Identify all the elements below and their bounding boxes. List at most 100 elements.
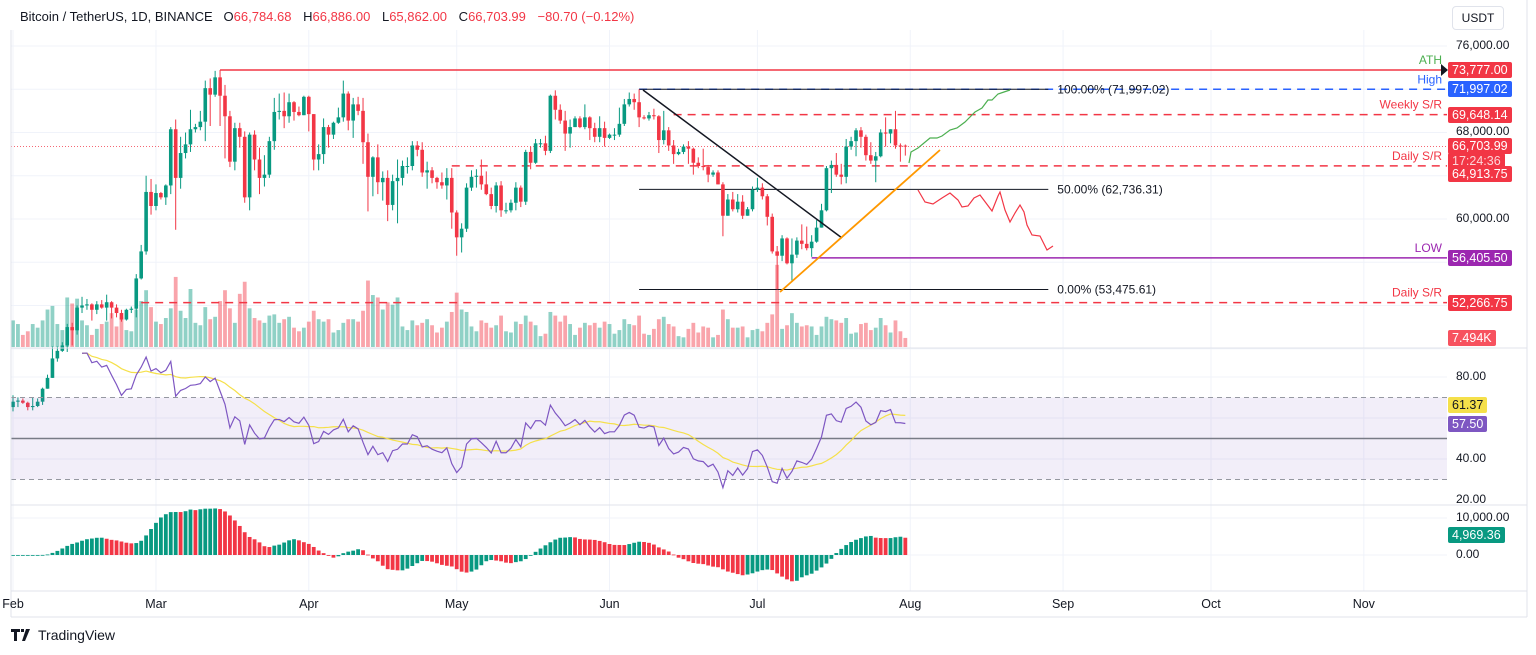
candle-body [55,350,60,359]
volume-bar [252,318,257,347]
volume-bar [89,334,94,347]
candle [888,129,893,144]
volume-bar [799,326,804,347]
symbol-title[interactable]: Bitcoin / TetherUS, 1D, BINANCE [20,9,213,24]
volume-bar [873,327,878,347]
tradingview-logo[interactable]: TradingView [11,627,115,643]
candle-body [425,170,429,173]
rsi-tick: 20.00 [1456,492,1487,506]
candle [30,397,35,411]
candlesticks [11,70,908,412]
ascending-trendline[interactable] [779,149,941,293]
volume-bar [16,324,20,347]
volume-bar [193,322,198,347]
candle-body [40,388,45,402]
candle-body [543,143,548,151]
descending-trendline[interactable] [642,89,843,239]
volume-bar [65,297,70,347]
candle-body [154,193,158,206]
candle-body [400,166,405,178]
oscillator-bar [844,545,849,555]
fib-retracement[interactable]: 100.00% (71,997.02) 50.00% (62,736.31) 0.0… [639,82,1169,297]
volume-bar [139,301,144,347]
candle [681,144,686,155]
volume-bar [750,330,755,347]
candle [159,191,163,200]
candle [410,141,415,171]
oscillator-bar [538,548,543,555]
oscillator-bar [666,551,671,555]
candle [129,306,134,314]
candle-body [568,127,572,134]
oscillator-bar [479,555,484,566]
candle-body [361,110,365,143]
bullish-projection-path[interactable] [908,89,1011,164]
oscillator-bar [656,547,661,555]
volume-bar [888,332,893,347]
oscillator-tick: 0.00 [1456,547,1480,561]
volume-bar [415,325,420,347]
candle-body [740,201,745,216]
volume-bar [844,318,849,347]
candle [178,136,183,189]
time-tick-mar: Mar [145,597,167,611]
oscillator-bar [711,555,715,567]
volume-bar [725,319,730,347]
volume-bar [775,264,780,347]
candle-body [489,194,494,206]
candle-body [721,184,725,216]
candle [588,116,592,141]
oscillator-bar [380,555,385,566]
candle-body [198,121,203,128]
oscillator-bar [292,539,296,555]
candle [859,127,863,148]
volume-bar [849,333,853,347]
volume-bar [740,326,745,347]
volume-bar [553,315,558,347]
price-tag: 69,648.14 [1448,106,1512,123]
candle [790,238,794,281]
oscillator-bar [661,549,666,555]
candle [538,138,543,148]
candle-body [533,143,538,163]
oscillator-bar [509,555,513,564]
candle [735,194,740,213]
candle [50,346,55,378]
oscillator-bar [70,543,75,555]
volume-bar [464,311,469,347]
candle [35,398,40,408]
candle [55,346,60,362]
candle-body [518,187,523,202]
candle [474,169,479,188]
oscillator-bar [504,555,508,563]
volume-bar [509,332,513,347]
oscillator-bar [568,537,572,555]
volume-bar [262,322,267,347]
volume-bar [440,327,444,347]
candle-body [829,164,834,169]
candle [361,97,365,164]
bearish-projection-path[interactable] [917,189,1054,251]
oscillator-bar [40,554,45,556]
currency-button[interactable]: USDT [1452,6,1504,30]
volume-bar [804,325,809,347]
drawings[interactable] [642,89,1054,293]
volume-bar [834,320,839,347]
volume-bar [716,334,720,347]
oscillator-bar [888,538,893,555]
volume-bar [839,322,844,347]
candle [356,96,360,116]
candle [849,136,853,150]
volume-bar [854,332,858,347]
candle [95,301,99,315]
oscillator-bar [25,555,30,556]
candle-body [65,327,70,346]
candle-body [114,307,119,314]
candle-body [228,116,232,162]
candle [484,171,489,196]
oscillator-bar [829,555,834,559]
volume-bar [829,319,834,347]
candle [173,119,178,230]
volume-bar [666,324,671,347]
